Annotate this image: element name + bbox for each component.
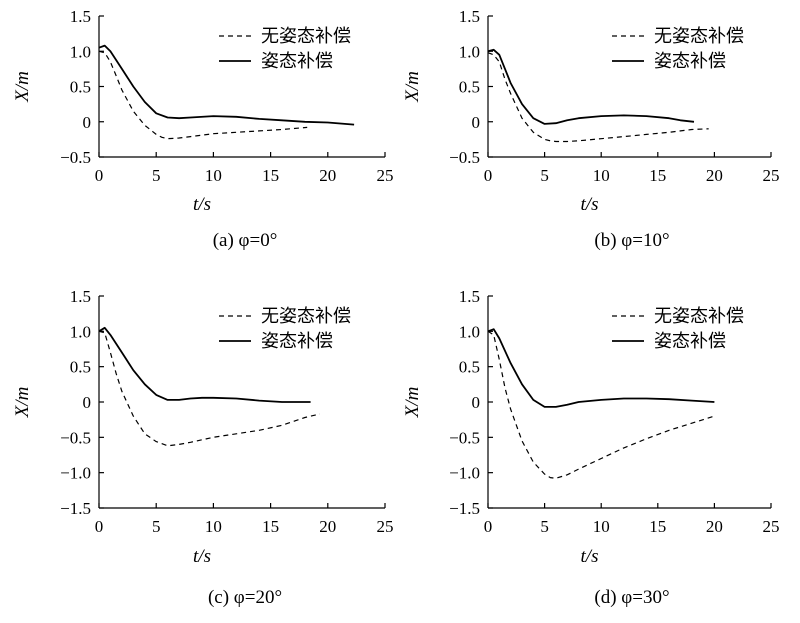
- series-line-no-attitude-compensation: [487, 330, 715, 479]
- x-tick-label: 15: [262, 166, 279, 185]
- panel-caption: (c) φ=20°: [208, 587, 282, 608]
- legend-label: 无姿态补偿: [654, 306, 744, 327]
- y-tick-label: 0: [472, 113, 481, 132]
- y-axis-label: X/m: [402, 387, 423, 419]
- series-line-attitude-compensation: [487, 328, 715, 408]
- legend-label: 姿态补偿: [261, 331, 333, 352]
- y-tick-label: 0.5: [459, 358, 480, 377]
- x-tick-label: 10: [205, 517, 222, 536]
- legend-label: 姿态补偿: [654, 51, 726, 72]
- x-tick-label: 5: [540, 517, 549, 536]
- x-tick-label: 20: [319, 517, 336, 536]
- series-line-no-attitude-compensation: [487, 52, 709, 143]
- y-tick-label: 1.0: [459, 322, 480, 341]
- y-tick-label: −1.0: [60, 464, 91, 483]
- x-tick-label: 10: [593, 166, 610, 185]
- panel-caption: (a) φ=0°: [213, 230, 278, 251]
- panel-caption: (b) φ=10°: [594, 230, 669, 251]
- x-tick-label: 20: [706, 166, 723, 185]
- x-axis-label: t/s: [193, 546, 211, 567]
- x-tick-label: 5: [152, 166, 161, 185]
- x-tick-label: 0: [95, 166, 104, 185]
- x-tick-label: 0: [484, 166, 493, 185]
- y-tick-label: 0: [472, 393, 481, 412]
- series-line-attitude-compensation: [98, 326, 311, 403]
- x-tick-label: 10: [593, 517, 610, 536]
- y-tick-label: 1.0: [70, 322, 91, 341]
- legend-label: 无姿态补偿: [261, 26, 351, 47]
- x-tick-label: 25: [763, 517, 780, 536]
- y-tick-label: −1.5: [60, 499, 91, 518]
- legend-label: 无姿态补偿: [261, 306, 351, 327]
- x-tick-label: 15: [262, 517, 279, 536]
- x-tick-label: 0: [484, 517, 493, 536]
- chart-panel-1: 0 5 10 15 20 251.51.00.50−0.5无姿态补偿姿态补偿X/mt/s(…: [12, 7, 394, 251]
- legend-label: 姿态补偿: [261, 51, 333, 72]
- y-tick-label: 0: [83, 113, 92, 132]
- y-tick-label: 1.0: [70, 42, 91, 61]
- y-tick-label: −1.0: [449, 464, 480, 483]
- y-axis-label: X/m: [402, 71, 423, 103]
- x-axis-label: t/s: [193, 194, 211, 215]
- y-tick-label: 1.0: [459, 42, 480, 61]
- x-tick-label: 0: [95, 517, 104, 536]
- chart-panel-2: 0 5 10 15 20 251.51.00.50−0.5无姿态补偿姿态补偿X/mt/s(…: [402, 7, 780, 251]
- x-tick-label: 20: [706, 517, 723, 536]
- series-line-attitude-compensation: [487, 48, 695, 125]
- series-line-attitude-compensation: [98, 44, 355, 126]
- x-tick-label: 25: [763, 166, 780, 185]
- x-tick-label: 15: [649, 166, 666, 185]
- y-axis-label: X/m: [12, 387, 33, 419]
- x-tick-label: 5: [152, 517, 161, 536]
- x-tick-label: 20: [319, 166, 336, 185]
- y-tick-label: 1.5: [459, 7, 480, 26]
- x-tick-label: 15: [649, 517, 666, 536]
- x-tick-label: 25: [377, 517, 394, 536]
- y-tick-label: 0.5: [70, 358, 91, 377]
- x-tick-label: 25: [377, 166, 394, 185]
- y-tick-label: 1.5: [459, 287, 480, 306]
- chart-panel-3: 0 5 10 15 20 25 1.5 1.0 0.5 0 −0.5 −1.0 −1.5 无姿态补偿姿态补…: [12, 287, 394, 608]
- y-tick-label: −0.5: [449, 428, 480, 447]
- series-line-no-attitude-compensation: [98, 50, 308, 140]
- y-tick-label: −0.5: [60, 428, 91, 447]
- y-tick-label: −0.5: [60, 148, 91, 167]
- x-axis-label: t/s: [581, 546, 599, 567]
- y-tick-label: −1.5: [449, 499, 480, 518]
- legend-label: 姿态补偿: [654, 331, 726, 352]
- y-tick-label: −0.5: [449, 148, 480, 167]
- y-tick-label: 1.5: [70, 7, 91, 26]
- y-tick-label: 0: [83, 393, 92, 412]
- panel-caption: (d) φ=30°: [594, 587, 669, 608]
- y-tick-label: 1.5: [70, 287, 91, 306]
- y-axis-label: X/m: [12, 71, 33, 103]
- x-tick-label: 10: [205, 166, 222, 185]
- legend-label: 无姿态补偿: [654, 26, 744, 47]
- y-tick-label: 0.5: [459, 78, 480, 97]
- x-tick-label: 5: [540, 166, 549, 185]
- chart-panel-4: 0 5 10 15 20 25 1.5 1.0 0.5 0 −0.5 −1.0 −1.5 无姿态补偿姿态补…: [402, 287, 780, 608]
- x-axis-label: t/s: [581, 194, 599, 215]
- y-tick-label: 0.5: [70, 78, 91, 97]
